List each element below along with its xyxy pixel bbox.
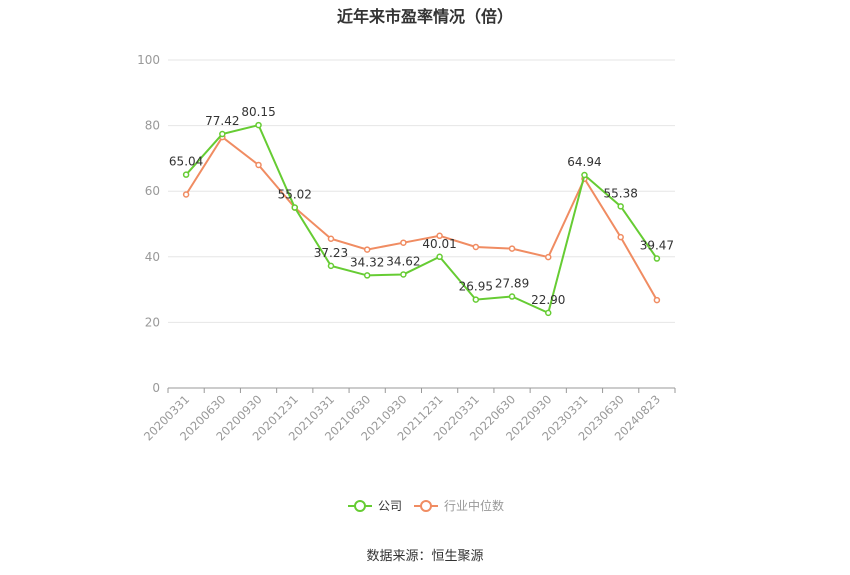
data-point bbox=[472, 296, 480, 303]
data-label: 65.04 bbox=[169, 155, 203, 169]
data-point bbox=[182, 171, 190, 178]
data-label: 34.32 bbox=[350, 255, 384, 269]
data-label: 64.94 bbox=[567, 155, 601, 169]
legend-marker bbox=[354, 500, 366, 512]
y-tick-label: 0 bbox=[152, 381, 160, 395]
legend-marker bbox=[420, 500, 432, 512]
data-point bbox=[255, 121, 262, 129]
data-label: 39.47 bbox=[640, 239, 674, 253]
source-note: 数据来源：恒生聚源 bbox=[366, 549, 484, 564]
legend: 公司 行业中位数 bbox=[348, 498, 504, 513]
data-label: 77.42 bbox=[205, 114, 239, 128]
legend-item-0[interactable]: 公司 bbox=[348, 499, 402, 513]
data-point bbox=[617, 203, 624, 210]
data-label: 26.95 bbox=[459, 280, 493, 294]
data-point bbox=[255, 161, 262, 169]
y-tick-label: 60 bbox=[145, 184, 160, 198]
data-point bbox=[508, 245, 516, 252]
data-point bbox=[400, 239, 407, 246]
grid-lines bbox=[168, 59, 675, 323]
data-label: 55.38 bbox=[603, 186, 637, 200]
data-point bbox=[400, 271, 407, 278]
data-point bbox=[182, 191, 190, 198]
data-label: 40.01 bbox=[422, 237, 456, 251]
x-axis: 2020033120200630202009302020123120210331… bbox=[141, 387, 676, 444]
data-point bbox=[436, 232, 443, 240]
y-axis-ticks: 0 20 40 60 80 100 bbox=[137, 53, 160, 395]
data-label: 27.89 bbox=[495, 277, 529, 291]
data-point bbox=[219, 130, 226, 138]
data-label: 22.90 bbox=[531, 293, 565, 307]
data-point bbox=[363, 272, 371, 279]
chart-title: 近年来市盈率情况（倍） bbox=[336, 7, 513, 26]
legend-label: 行业中位数 bbox=[444, 498, 504, 513]
data-point bbox=[617, 233, 624, 241]
data-point bbox=[653, 296, 661, 304]
data-label: 34.62 bbox=[386, 254, 420, 268]
series-group bbox=[182, 121, 661, 317]
data-point bbox=[581, 171, 588, 179]
y-tick-label: 100 bbox=[137, 53, 160, 67]
data-point bbox=[545, 309, 552, 317]
data-point bbox=[545, 253, 552, 261]
series-line-0 bbox=[185, 123, 658, 315]
y-tick-label: 20 bbox=[145, 315, 160, 329]
legend-item-1[interactable]: 行业中位数 bbox=[414, 498, 504, 513]
series-line-1 bbox=[185, 135, 658, 301]
data-point bbox=[363, 246, 371, 253]
y-tick-label: 40 bbox=[145, 250, 160, 264]
data-point bbox=[436, 253, 443, 261]
y-tick-label: 80 bbox=[145, 119, 160, 133]
data-label: 80.15 bbox=[241, 105, 275, 119]
data-point bbox=[472, 243, 480, 251]
data-point bbox=[508, 293, 516, 300]
data-point bbox=[291, 204, 298, 211]
data-point bbox=[653, 255, 661, 262]
data-point bbox=[327, 262, 335, 270]
data-label: 37.23 bbox=[314, 246, 348, 260]
legend-label: 公司 bbox=[378, 499, 402, 513]
data-label: 55.02 bbox=[278, 188, 312, 202]
data-point bbox=[327, 235, 335, 243]
